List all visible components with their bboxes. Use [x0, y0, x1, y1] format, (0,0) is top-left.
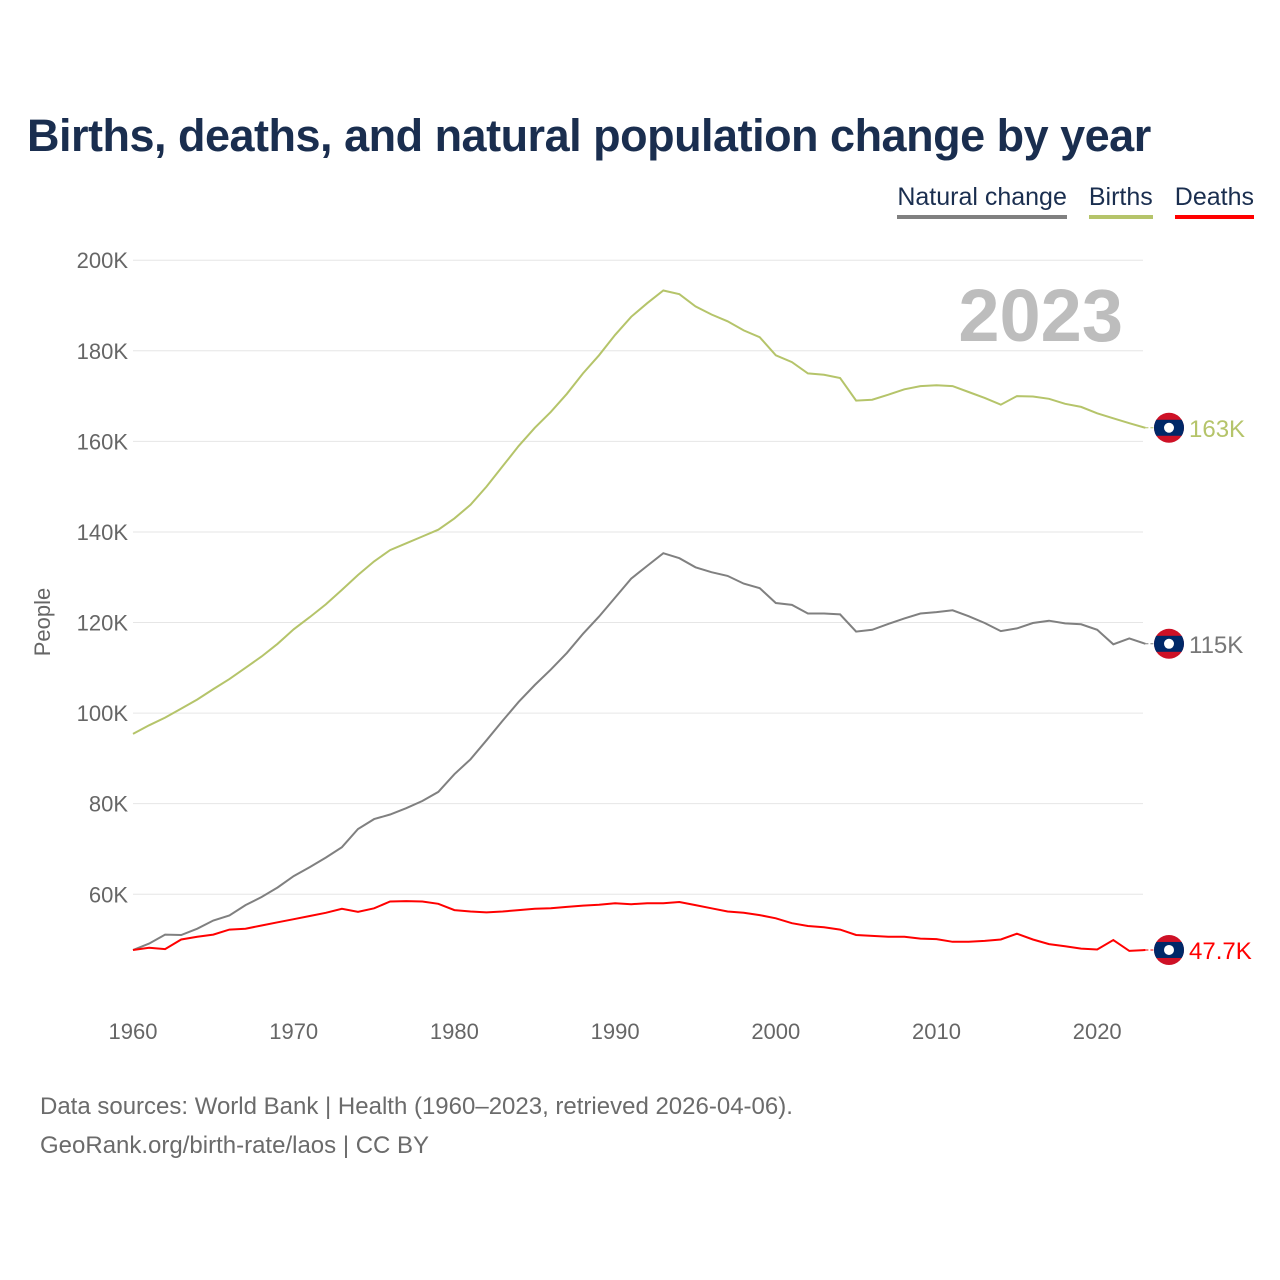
x-tick-label: 2000 [751, 1019, 800, 1044]
x-tick-label: 2020 [1073, 1019, 1122, 1044]
x-tick-label: 1990 [591, 1019, 640, 1044]
y-tick-label: 100K [77, 701, 129, 726]
attribution-text: GeoRank.org/birth-rate/laos | CC BY [40, 1132, 430, 1159]
y-tick-label: 120K [77, 611, 129, 636]
legend-natural-change[interactable]: Natural change [897, 183, 1067, 219]
legend-deaths[interactable]: Deaths [1174, 183, 1254, 219]
laos-flag-icon [1154, 412, 1184, 443]
chart-title: Births, deaths, and natural population c… [27, 110, 1151, 161]
legend-births[interactable]: Births [1088, 183, 1153, 219]
series-line-natural-change [132, 552, 1146, 951]
end-value-label-births: 163K [1189, 416, 1245, 443]
x-tick-label: 2010 [912, 1019, 961, 1044]
legend: Natural change Births Deaths [897, 183, 1254, 219]
x-tick-label: 1960 [109, 1019, 158, 1044]
y-tick-label: 60K [89, 882, 128, 907]
series-line-deaths [132, 900, 1146, 952]
y-tick-label: 180K [77, 339, 129, 364]
laos-flag-icon [1154, 628, 1184, 659]
y-tick-label: 80K [89, 792, 128, 817]
end-value-label-natural-change: 115K [1189, 632, 1243, 659]
y-axis-label: People [30, 588, 55, 657]
y-tick-label: 200K [77, 248, 129, 273]
x-tick-label: 1980 [430, 1019, 479, 1044]
x-tick-label: 1970 [269, 1019, 318, 1044]
laos-flag-icon [1154, 934, 1184, 965]
footer: Data sources: World Bank | Health (1960–… [40, 1087, 793, 1165]
data-source-text: Data sources: World Bank | Health (1960–… [40, 1093, 793, 1120]
series-line-births [132, 289, 1146, 735]
y-tick-label: 140K [77, 520, 129, 545]
end-value-label-deaths: 47.7K [1189, 938, 1252, 965]
y-tick-label: 160K [77, 429, 129, 454]
year-label: 2023 [958, 274, 1123, 357]
